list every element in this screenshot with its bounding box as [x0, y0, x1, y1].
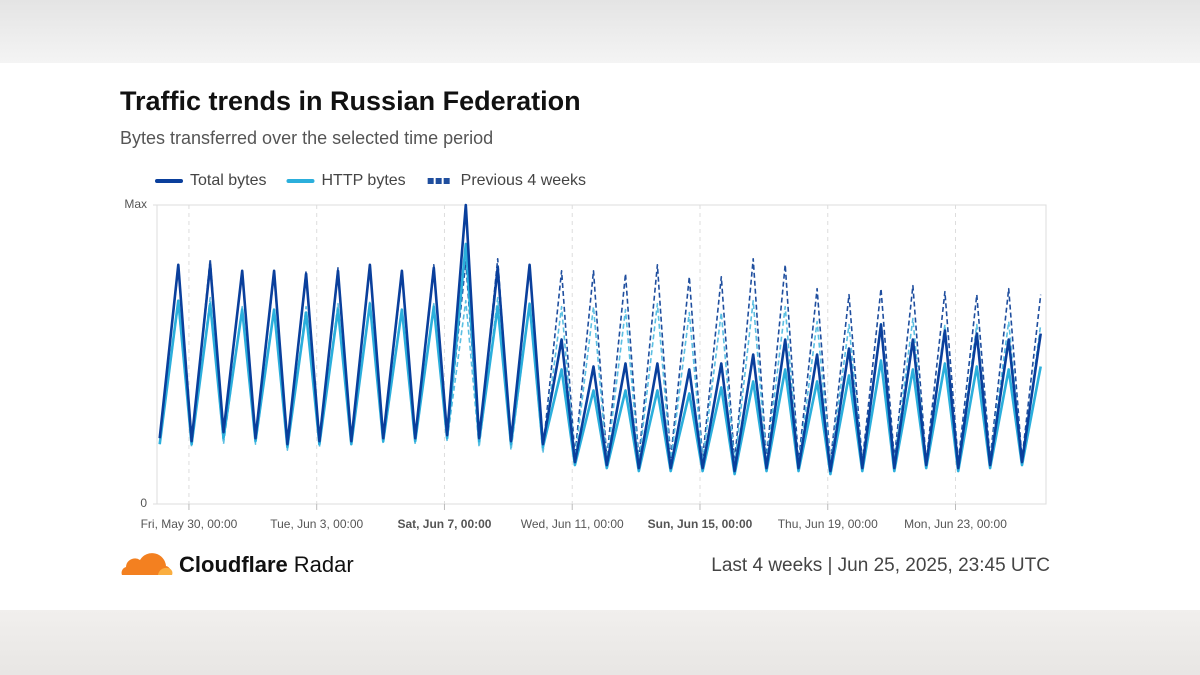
- chart-subtitle: Bytes transferred over the selected time…: [120, 128, 493, 148]
- x-tick-label: Sun, Jun 15, 00:00: [648, 517, 753, 531]
- chart-title: Traffic trends in Russian Federation: [120, 86, 581, 116]
- logo: [121, 553, 173, 575]
- x-tick-label: Tue, Jun 3, 00:00: [270, 517, 363, 531]
- series-line: [158, 203, 1042, 473]
- y-tick-label: 0: [140, 496, 147, 510]
- x-tick-label: Wed, Jun 11, 00:00: [521, 517, 624, 531]
- legend-swatch: [443, 178, 450, 184]
- footer-info: Last 4 weeks | Jun 25, 2025, 23:45 UTC: [711, 555, 1050, 576]
- plot-frame: [156, 204, 1047, 505]
- product-name: Radar: [294, 552, 354, 577]
- legend-label: Total bytes: [190, 172, 266, 189]
- x-tick-label: Mon, Jun 23, 00:00: [904, 517, 1007, 531]
- legend-swatch: [427, 178, 434, 184]
- x-tick-label: Fri, May 30, 00:00: [141, 517, 238, 531]
- x-tick-label: Sat, Jun 7, 00:00: [397, 517, 491, 531]
- legend-label: Previous 4 weeks: [461, 172, 586, 189]
- legend-label: HTTP bytes: [321, 172, 405, 189]
- legend-swatch: [435, 178, 442, 184]
- brand-name: Cloudflare: [179, 552, 288, 577]
- y-tick-label: Max: [124, 197, 147, 211]
- x-tick-label: Thu, Jun 19, 00:00: [778, 517, 878, 531]
